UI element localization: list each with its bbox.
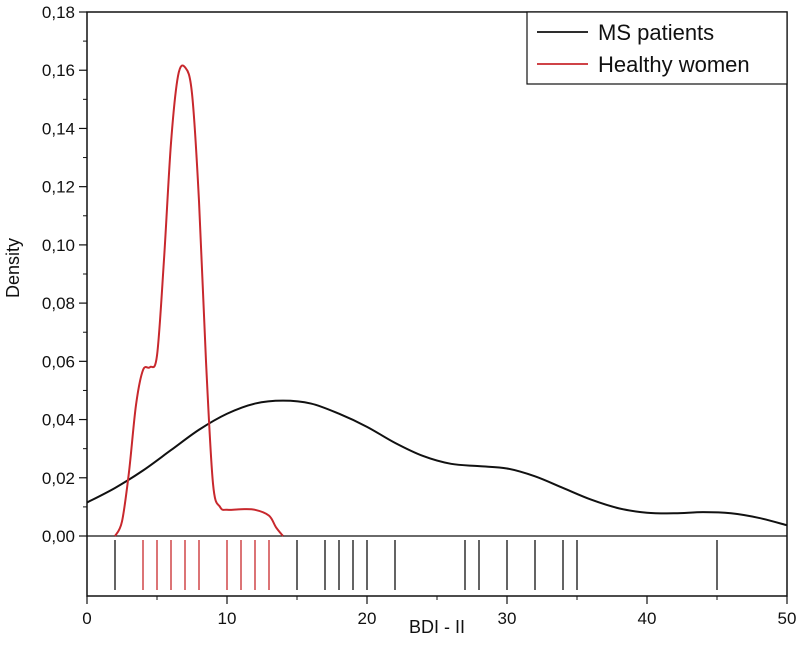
- y-axis: 0,00 0,02 0,04 0,06 0,08 0,10 0,12 0,14 0,16 0,18: [42, 3, 87, 546]
- legend: MS patients Healthy women: [526, 11, 788, 85]
- y-tick-label: 0,04: [42, 411, 75, 430]
- y-axis-title: Density: [3, 238, 23, 298]
- y-tick-label: 0,06: [42, 352, 75, 371]
- x-tick-label: 10: [218, 609, 237, 628]
- y-tick-label: 0,16: [42, 61, 75, 80]
- density-line-ms-patients: [86, 399, 788, 527]
- x-tick-label: 0: [82, 609, 91, 628]
- y-tick-label: 0,10: [42, 236, 75, 255]
- density-line-healthy-women: [114, 64, 284, 537]
- y-tick-label: 0,18: [42, 3, 75, 22]
- x-tick-label: 40: [638, 609, 657, 628]
- x-axis-title: BDI - II: [409, 617, 465, 637]
- y-tick-label: 0,14: [42, 119, 75, 138]
- x-axis: 0 10 20 30 40 50: [82, 596, 796, 628]
- x-tick-label: 50: [778, 609, 797, 628]
- x-tick-label: 30: [498, 609, 517, 628]
- y-tick-label: 0,12: [42, 178, 75, 197]
- x-tick-label: 20: [358, 609, 377, 628]
- y-tick-label: 0,00: [42, 527, 75, 546]
- legend-label-ms-patients: MS patients: [598, 20, 714, 45]
- series-lines: [86, 64, 788, 537]
- legend-label-healthy-women: Healthy women: [598, 52, 750, 77]
- legend-box: [526, 11, 788, 85]
- y-tick-label: 0,02: [42, 469, 75, 488]
- rug-plot: [114, 540, 718, 590]
- y-tick-label: 0,08: [42, 294, 75, 313]
